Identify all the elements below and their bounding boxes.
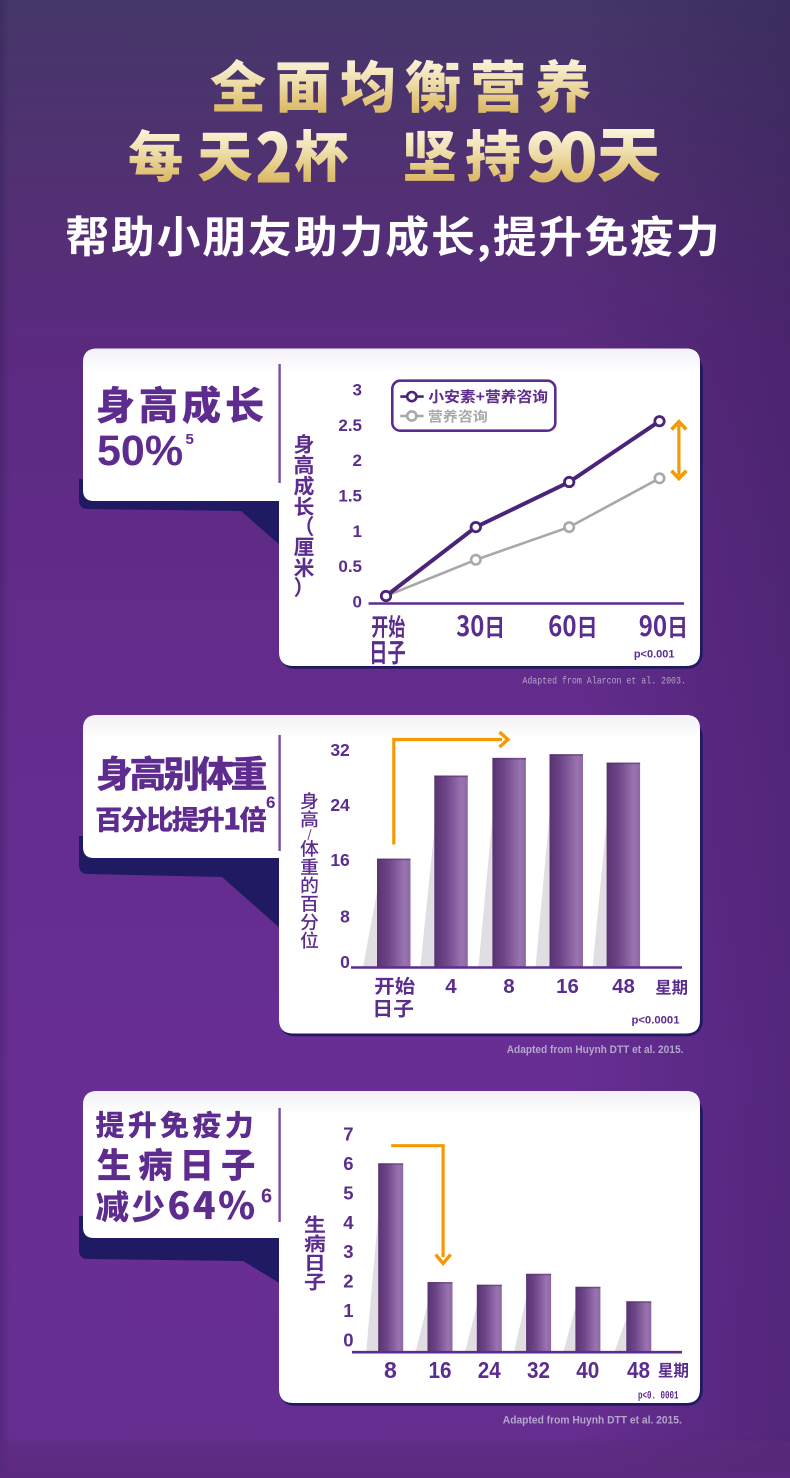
svg-text:50%: 50% [97,427,183,475]
svg-text:4: 4 [343,1212,354,1233]
svg-text:Adapted from Huynh DTT et al.: Adapted from Huynh DTT et al. 2015. [503,1415,682,1427]
svg-text:24: 24 [330,795,350,815]
svg-text:40: 40 [576,1357,599,1383]
svg-text:Adapted from Alarcon et al. 20: Adapted from Alarcon et al. 2003. [522,676,686,688]
svg-text:3: 3 [343,1241,353,1262]
svg-text:p<0.0001: p<0.0001 [631,1014,679,1026]
svg-text:16: 16 [330,850,350,870]
svg-text:8: 8 [340,907,350,927]
svg-text:6: 6 [266,793,275,812]
svg-text:8: 8 [503,975,514,998]
svg-text:0: 0 [353,592,362,611]
svg-text:Adapted from Huynh DTT et al.: Adapted from Huynh DTT et al. 2015. [507,1044,684,1056]
svg-text:0: 0 [340,952,350,972]
svg-text:p<0.001: p<0.001 [634,649,675,661]
svg-text:3: 3 [353,381,362,400]
svg-text:8: 8 [384,1357,397,1383]
svg-text:16: 16 [556,975,579,998]
svg-text:1: 1 [343,1300,353,1321]
svg-text:48: 48 [612,975,635,998]
svg-text:32: 32 [527,1357,550,1383]
svg-text:0.5: 0.5 [338,557,362,576]
svg-text:2: 2 [353,451,362,470]
svg-text:6: 6 [343,1153,353,1174]
svg-text:p<0. 0001: p<0. 0001 [638,1391,679,1403]
svg-text:16: 16 [429,1357,452,1383]
svg-text:32: 32 [330,740,350,760]
svg-text:1.5: 1.5 [338,487,362,506]
svg-text:6: 6 [261,1186,272,1208]
svg-text:48: 48 [627,1357,650,1383]
svg-text:5: 5 [343,1182,353,1203]
svg-text:2.5: 2.5 [338,416,362,435]
svg-text:5: 5 [186,431,194,448]
svg-text:0: 0 [343,1330,353,1351]
svg-text:4: 4 [445,975,457,998]
svg-text:2: 2 [343,1271,353,1292]
svg-text:7: 7 [343,1123,353,1144]
svg-text:24: 24 [478,1357,501,1383]
svg-text:1: 1 [353,522,362,541]
